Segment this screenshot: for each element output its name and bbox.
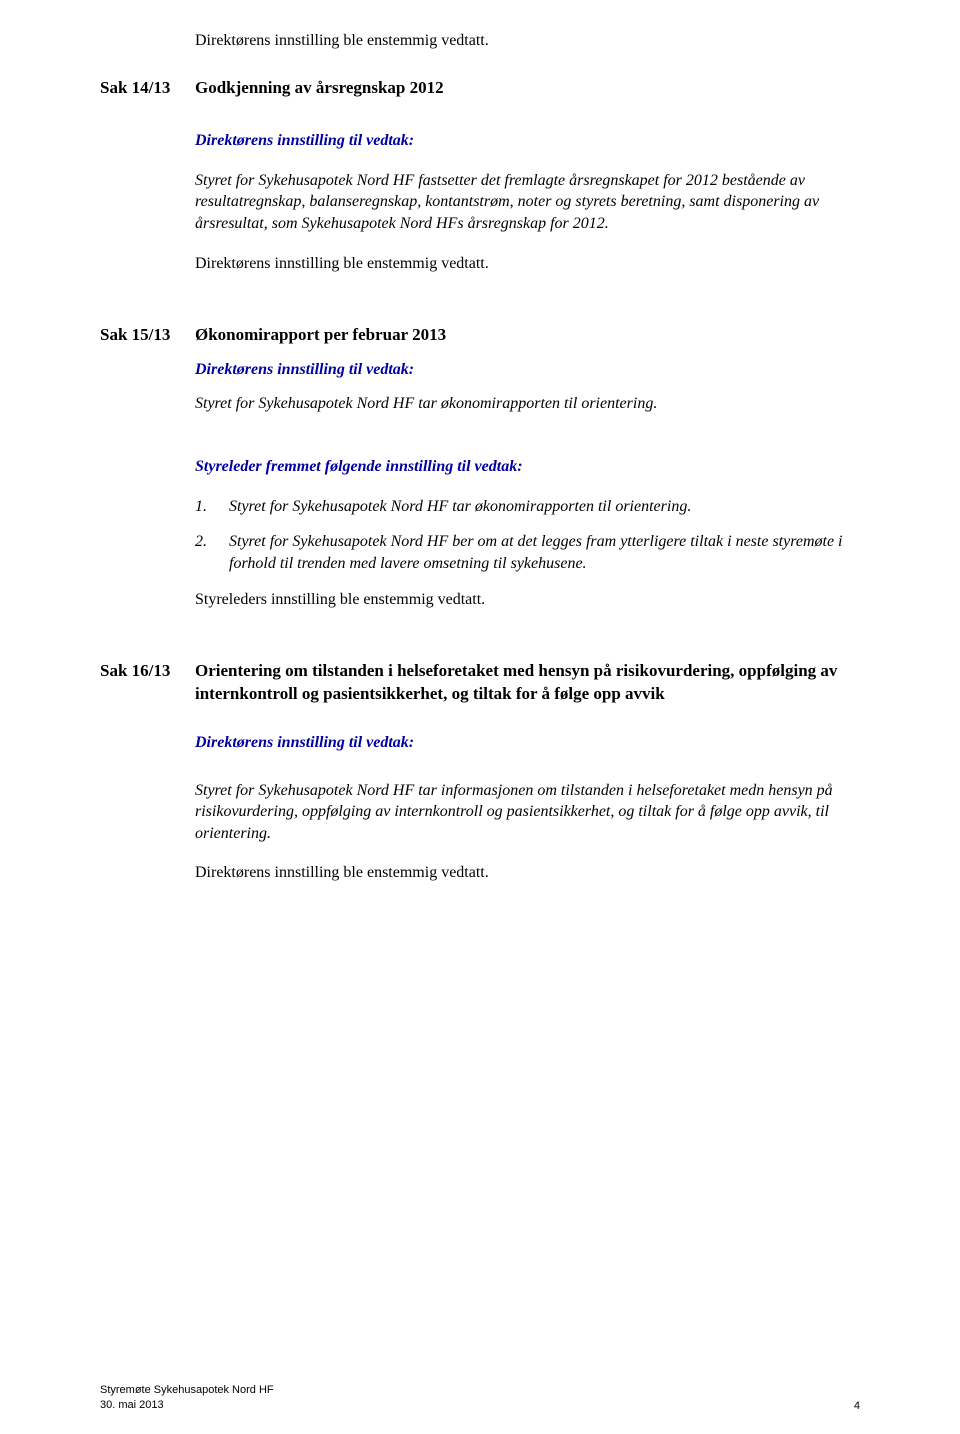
sak-15-subheading: Styreleder fremmet følgende innstilling … <box>195 456 860 478</box>
sak-16-label: Sak 16/13 <box>100 660 195 681</box>
list-item-text: Styret for Sykehusapotek Nord HF ber om … <box>229 531 860 574</box>
sak-15-resolution: Styreleders innstilling ble enstemmig ve… <box>195 589 860 611</box>
list-item: 1. Styret for Sykehusapotek Nord HF tar … <box>195 496 860 518</box>
footer-page-number: 4 <box>854 1400 860 1412</box>
spacer <box>100 610 860 634</box>
sak-15-title: Økonomirapport per februar 2013 <box>195 324 860 347</box>
sak-15-header: Sak 15/13 Økonomirapport per februar 201… <box>100 324 860 347</box>
sak-16-resolution: Direktørens innstilling ble enstemmig ve… <box>195 862 860 884</box>
footer-left: Styremøte Sykehusapotek Nord HF 30. mai … <box>100 1383 274 1412</box>
sak-15-body: Direktørens innstilling til vedtak: Styr… <box>195 359 860 610</box>
intro-resolution: Direktørens innstilling ble enstemmig ve… <box>195 30 860 52</box>
list-item-text: Styret for Sykehusapotek Nord HF tar øko… <box>229 496 860 518</box>
page-footer: Styremøte Sykehusapotek Nord HF 30. mai … <box>100 1383 860 1412</box>
list-item-number: 2. <box>195 531 229 574</box>
sak-15-heading: Direktørens innstilling til vedtak: <box>195 359 860 381</box>
sak-14-label: Sak 14/13 <box>100 77 195 98</box>
spacer <box>195 414 860 438</box>
sak-15-label: Sak 15/13 <box>100 324 195 345</box>
sak-14-heading: Direktørens innstilling til vedtak: <box>195 130 860 152</box>
spacer <box>100 274 860 298</box>
footer-line-2: 30. mai 2013 <box>100 1398 274 1412</box>
sak-14-title: Godkjenning av årsregnskap 2012 <box>195 77 860 100</box>
sak-14-text: Styret for Sykehusapotek Nord HF fastset… <box>195 170 860 235</box>
sak-14-body: Direktørens innstilling til vedtak: Styr… <box>195 130 860 274</box>
sak-14-resolution: Direktørens innstilling ble enstemmig ve… <box>195 253 860 275</box>
footer-line-1: Styremøte Sykehusapotek Nord HF <box>100 1383 274 1397</box>
sak-16-heading: Direktørens innstilling til vedtak: <box>195 732 860 754</box>
sak-16-text: Styret for Sykehusapotek Nord HF tar inf… <box>195 780 860 845</box>
list-item: 2. Styret for Sykehusapotek Nord HF ber … <box>195 531 860 574</box>
sak-16-title: Orientering om tilstanden i helseforetak… <box>195 660 860 706</box>
page-content: Direktørens innstilling ble enstemmig ve… <box>0 0 960 884</box>
sak-14-header: Sak 14/13 Godkjenning av årsregnskap 201… <box>100 77 860 100</box>
sak-15-list: 1. Styret for Sykehusapotek Nord HF tar … <box>195 496 860 575</box>
sak-15-text: Styret for Sykehusapotek Nord HF tar øko… <box>195 393 860 415</box>
list-item-number: 1. <box>195 496 229 518</box>
sak-16-header: Sak 16/13 Orientering om tilstanden i he… <box>100 660 860 706</box>
sak-16-body: Direktørens innstilling til vedtak: Styr… <box>195 732 860 884</box>
